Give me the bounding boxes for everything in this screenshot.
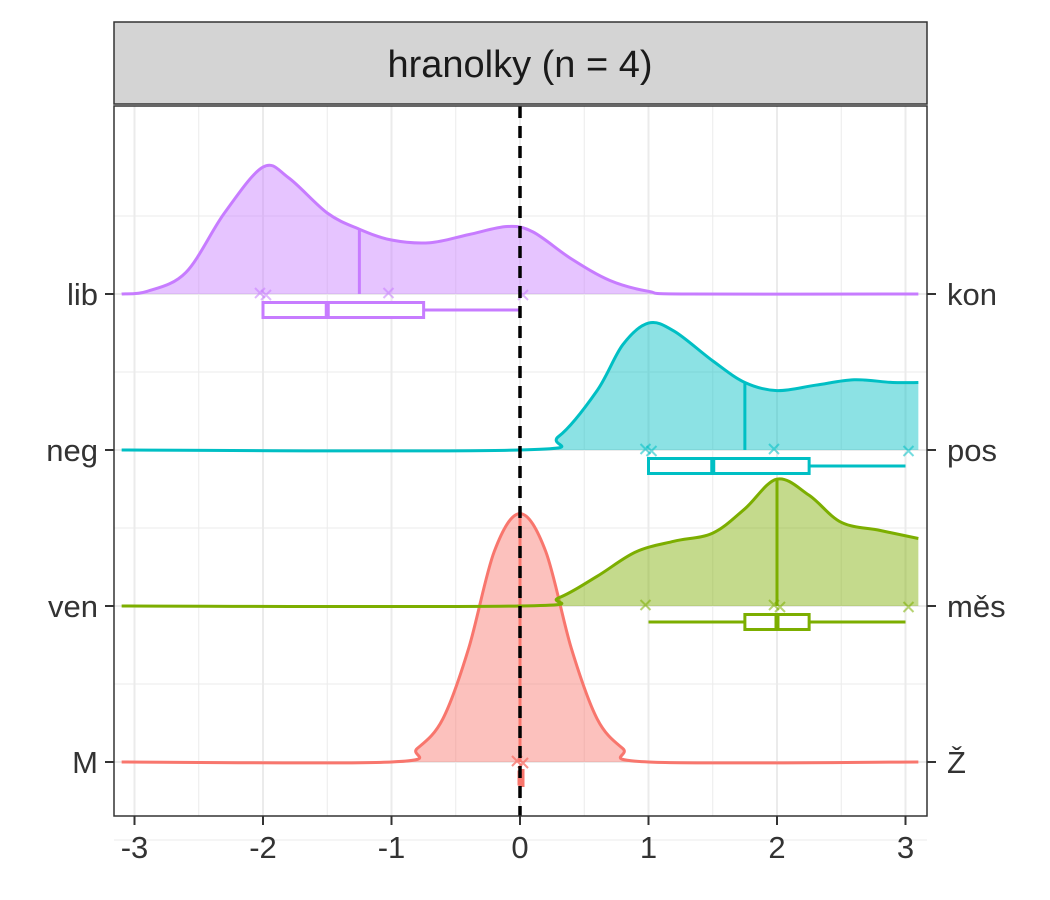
density-line <box>121 321 919 453</box>
density-line <box>121 477 919 609</box>
box-body <box>647 457 811 475</box>
density-line <box>121 163 919 296</box>
data-point <box>902 601 915 613</box>
x-tick-label: 1 <box>640 830 657 865</box>
density-area <box>121 478 919 607</box>
ridge-row <box>121 477 919 631</box>
data-point <box>260 289 272 301</box>
y-left-tick-label: neg <box>46 433 98 468</box>
x-axis: -3 -2 -1 0 1 2 3 <box>121 816 914 865</box>
facet-strip-title: hranolky (n = 4) <box>387 44 652 86</box>
data-point <box>902 445 915 457</box>
x-tick-label: 2 <box>768 830 785 865</box>
data-point <box>382 287 395 299</box>
y-right-tick-label: Ž <box>947 745 966 780</box>
x-tick-label: 3 <box>897 830 914 865</box>
data-point <box>639 599 652 611</box>
data-point <box>768 443 780 455</box>
density-area <box>121 322 919 451</box>
facet-strip-background <box>113 21 928 105</box>
y-right-tick-label: měs <box>947 589 1006 624</box>
ridge-row <box>121 321 919 475</box>
x-tick-label: 0 <box>511 830 528 865</box>
x-tick-label: -1 <box>378 830 406 865</box>
x-tick-label: -2 <box>249 830 277 865</box>
y-right-tick-label: kon <box>947 277 997 312</box>
data-point <box>768 599 780 611</box>
y-left-tick-label: M <box>72 745 98 780</box>
y-right-tick-label: pos <box>947 433 997 468</box>
x-tick-label: -3 <box>121 830 149 865</box>
box-body <box>261 301 426 319</box>
data-point <box>645 445 658 457</box>
y-left-tick-label: lib <box>67 277 98 312</box>
y-left-tick-label: ven <box>48 589 98 624</box>
facet-strip: hranolky (n = 4) <box>113 21 928 105</box>
